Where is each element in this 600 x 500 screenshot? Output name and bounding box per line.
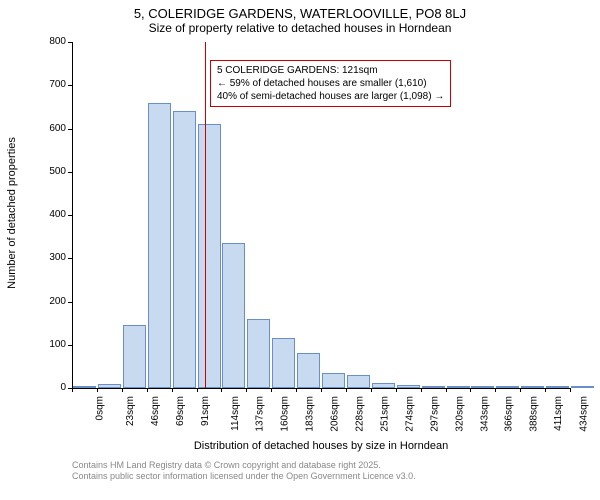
x-tick-mark [446,388,447,392]
chart-subtitle: Size of property relative to detached ho… [0,21,600,35]
histogram-bar [123,325,146,388]
y-tick-label: 600 [36,123,66,134]
x-tick-mark [246,388,247,392]
y-tick-mark [68,345,72,346]
x-tick-label: 297sqm [429,396,440,432]
y-tick-mark [68,302,72,303]
x-tick-label: 183sqm [305,396,316,432]
x-tick-mark [97,388,98,392]
x-tick-mark [122,388,123,392]
y-tick-label: 500 [36,166,66,177]
annotation-line2: ← 59% of detached houses are smaller (1,… [217,77,444,90]
y-tick-mark [68,215,72,216]
histogram-bar [546,386,569,388]
x-tick-mark [172,388,173,392]
x-tick-label: 206sqm [330,396,341,432]
histogram-bar [397,385,420,388]
x-axis-label: Distribution of detached houses by size … [72,440,570,452]
x-tick-mark [520,388,521,392]
histogram-bar [247,319,270,388]
histogram-chart: 5, COLERIDGE GARDENS, WATERLOOVILLE, PO8… [0,0,600,500]
histogram-bar [173,111,196,388]
annotation-line3: 40% of semi-detached houses are larger (… [217,90,444,103]
chart-title: 5, COLERIDGE GARDENS, WATERLOOVILLE, PO8… [0,0,600,21]
footer-attribution: Contains HM Land Registry data © Crown c… [72,460,416,482]
x-tick-label: 0sqm [94,396,105,420]
footer-line2: Contains public sector information licen… [72,471,416,482]
x-tick-mark [346,388,347,392]
y-tick-mark [68,258,72,259]
y-tick-mark [68,172,72,173]
histogram-bar [98,384,121,388]
y-tick-label: 300 [36,252,66,263]
histogram-bar [73,386,96,388]
x-tick-label: 91sqm [200,396,211,426]
x-tick-mark [570,388,571,392]
x-tick-mark [421,388,422,392]
x-tick-label: 388sqm [529,396,540,432]
x-tick-label: 251sqm [379,396,390,432]
x-tick-label: 343sqm [479,396,490,432]
x-tick-mark [197,388,198,392]
x-tick-mark [371,388,372,392]
y-tick-mark [68,129,72,130]
x-tick-mark [296,388,297,392]
annotation-box: 5 COLERIDGE GARDENS: 121sqm ← 59% of det… [210,60,451,107]
histogram-bar [222,243,245,388]
histogram-bar [322,373,345,388]
histogram-bar [422,386,445,388]
x-tick-mark [72,388,73,392]
histogram-bar [496,386,519,388]
x-tick-label: 137sqm [255,396,266,432]
x-tick-mark [396,388,397,392]
histogram-bar [571,386,594,388]
x-tick-label: 434sqm [579,396,590,432]
histogram-bar [347,375,370,388]
histogram-bar [372,383,395,388]
x-tick-label: 114sqm [229,396,240,431]
annotation-line1: 5 COLERIDGE GARDENS: 121sqm [217,64,444,77]
x-tick-label: 411sqm [553,396,564,431]
y-axis-label: Number of detached properties [6,133,18,293]
x-tick-mark [271,388,272,392]
x-tick-mark [495,388,496,392]
histogram-bar [148,103,171,388]
histogram-bar [198,124,221,388]
y-tick-label: 400 [36,209,66,220]
y-tick-label: 0 [36,382,66,393]
y-tick-label: 800 [36,36,66,47]
histogram-bar [272,338,295,388]
y-tick-label: 200 [36,296,66,307]
x-tick-mark [321,388,322,392]
x-tick-label: 274sqm [404,396,415,432]
histogram-bar [521,386,544,388]
x-tick-label: 160sqm [280,396,291,432]
x-tick-mark [147,388,148,392]
reference-line [205,42,206,388]
histogram-bar [471,386,494,388]
x-tick-label: 69sqm [175,396,186,426]
y-tick-label: 700 [36,79,66,90]
histogram-bar [447,386,470,388]
y-tick-mark [68,85,72,86]
x-tick-label: 320sqm [454,396,465,432]
footer-line1: Contains HM Land Registry data © Crown c… [72,460,416,471]
x-tick-mark [221,388,222,392]
x-tick-label: 23sqm [125,396,136,426]
histogram-bar [297,353,320,388]
y-tick-mark [68,42,72,43]
y-tick-label: 100 [36,339,66,350]
x-tick-mark [470,388,471,392]
x-tick-label: 228sqm [355,396,366,432]
x-tick-label: 366sqm [504,396,515,432]
x-tick-label: 46sqm [150,396,161,426]
x-tick-mark [545,388,546,392]
